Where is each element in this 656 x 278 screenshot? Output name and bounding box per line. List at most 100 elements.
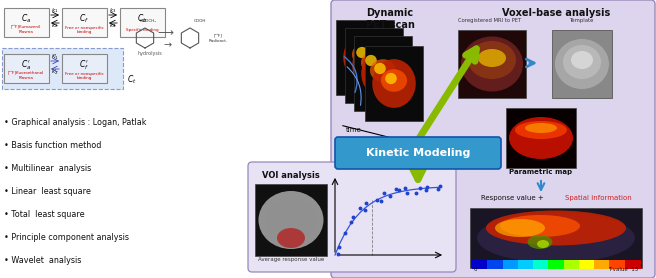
Text: • Principle component analysis: • Principle component analysis: [4, 233, 129, 242]
Text: time: time: [346, 127, 361, 133]
Text: $C_b$: $C_b$: [136, 13, 147, 25]
Text: Parametric map: Parametric map: [510, 169, 573, 175]
Ellipse shape: [563, 45, 601, 79]
Bar: [506, 108, 576, 168]
Bar: [255, 184, 327, 256]
Ellipse shape: [370, 59, 396, 82]
Bar: [518, 260, 533, 269]
Text: COOH: COOH: [194, 19, 206, 23]
Ellipse shape: [385, 73, 397, 84]
Ellipse shape: [555, 39, 609, 89]
Ellipse shape: [478, 49, 506, 67]
FancyBboxPatch shape: [62, 53, 106, 83]
Ellipse shape: [365, 55, 377, 66]
FancyBboxPatch shape: [335, 137, 501, 169]
FancyBboxPatch shape: [331, 0, 655, 278]
Text: Dynamic
PET scan: Dynamic PET scan: [365, 8, 415, 29]
FancyBboxPatch shape: [3, 8, 49, 36]
Text: COOCH₃: COOCH₃: [140, 19, 156, 23]
Ellipse shape: [266, 199, 316, 241]
Bar: [472, 260, 488, 269]
FancyBboxPatch shape: [119, 8, 165, 36]
Ellipse shape: [477, 213, 635, 263]
Ellipse shape: [361, 49, 405, 98]
Text: Kinetic Modeling: Kinetic Modeling: [366, 148, 470, 158]
Ellipse shape: [381, 69, 407, 92]
Ellipse shape: [468, 41, 516, 79]
Text: $k_2$: $k_2$: [51, 21, 58, 30]
Text: VOI analysis: VOI analysis: [262, 171, 319, 180]
Ellipse shape: [343, 33, 387, 82]
Text: $C_t$: $C_t$: [127, 73, 137, 86]
Ellipse shape: [374, 63, 386, 74]
Text: $K_1'$: $K_1'$: [51, 52, 59, 61]
Ellipse shape: [352, 43, 378, 66]
Bar: [336, 20, 394, 95]
Bar: [564, 260, 579, 269]
Bar: [548, 260, 564, 269]
Text: $k_2'$: $k_2'$: [51, 67, 58, 76]
Text: Average response value: Average response value: [258, 257, 324, 262]
Ellipse shape: [352, 41, 396, 90]
Bar: [579, 260, 595, 269]
Text: $C_f$: $C_f$: [79, 13, 89, 25]
Text: 0: 0: [474, 267, 478, 272]
Text: Free or nonspecific
binding: Free or nonspecific binding: [65, 72, 104, 80]
Text: • Linear  least square: • Linear least square: [4, 187, 91, 196]
Text: T-value  15: T-value 15: [607, 267, 638, 272]
Ellipse shape: [486, 210, 626, 245]
Ellipse shape: [500, 215, 580, 237]
Text: Voxel-base analysis: Voxel-base analysis: [502, 8, 610, 18]
Bar: [533, 260, 549, 269]
Ellipse shape: [258, 191, 323, 249]
Text: $k_1$: $k_1$: [51, 6, 58, 15]
Text: Specific binding: Specific binding: [126, 28, 158, 32]
Bar: [502, 260, 518, 269]
Text: Free or nonspecific
binding: Free or nonspecific binding: [65, 26, 104, 34]
Ellipse shape: [537, 240, 549, 248]
Bar: [625, 260, 640, 269]
Bar: [594, 260, 610, 269]
Text: • Total  least square: • Total least square: [4, 210, 85, 219]
Text: Template: Template: [570, 18, 594, 23]
Ellipse shape: [527, 235, 552, 249]
Text: • Multilinear  analysis: • Multilinear analysis: [4, 164, 91, 173]
Ellipse shape: [525, 123, 557, 133]
Text: • Basis function method: • Basis function method: [4, 141, 102, 150]
Text: hydrolysis: hydrolysis: [138, 51, 163, 56]
Ellipse shape: [509, 117, 573, 159]
Bar: [354, 36, 412, 111]
Text: $\longrightarrow$: $\longrightarrow$: [155, 27, 174, 37]
Bar: [470, 208, 642, 268]
Ellipse shape: [361, 51, 387, 74]
Bar: [552, 30, 612, 98]
Text: [¹⁸F]flumazenil
Plasma: [¹⁸F]flumazenil Plasma: [11, 26, 41, 34]
Bar: [365, 46, 423, 121]
FancyBboxPatch shape: [62, 8, 106, 36]
Text: $C_a'$: $C_a'$: [21, 58, 31, 72]
Ellipse shape: [571, 51, 593, 69]
Ellipse shape: [495, 219, 545, 237]
Text: • Wavelet  analysis: • Wavelet analysis: [4, 256, 81, 265]
Text: • Graphical analysis : Logan, Patlak: • Graphical analysis : Logan, Patlak: [4, 118, 146, 127]
FancyBboxPatch shape: [1, 48, 123, 88]
Ellipse shape: [277, 228, 305, 248]
Ellipse shape: [515, 121, 567, 139]
Ellipse shape: [372, 59, 416, 108]
Bar: [609, 260, 625, 269]
Bar: [458, 30, 526, 98]
Text: [¹⁸F]fluoroethanol
Plasma: [¹⁸F]fluoroethanol Plasma: [8, 72, 44, 80]
Text: $C_a$: $C_a$: [21, 13, 31, 25]
Text: Coregistered MRI to PET: Coregistered MRI to PET: [459, 18, 522, 23]
FancyBboxPatch shape: [248, 162, 456, 272]
Text: Response value +: Response value +: [481, 195, 546, 201]
Text: →: →: [164, 40, 172, 50]
Text: $k_4$: $k_4$: [110, 21, 117, 30]
Bar: [345, 28, 403, 103]
Ellipse shape: [356, 47, 368, 58]
Text: $C_f'$: $C_f'$: [79, 58, 89, 72]
Text: [¹⁸F]
Radioact.: [¹⁸F] Radioact.: [209, 34, 228, 43]
FancyBboxPatch shape: [3, 53, 49, 83]
Ellipse shape: [461, 36, 523, 91]
Text: $k_3$: $k_3$: [110, 6, 117, 15]
